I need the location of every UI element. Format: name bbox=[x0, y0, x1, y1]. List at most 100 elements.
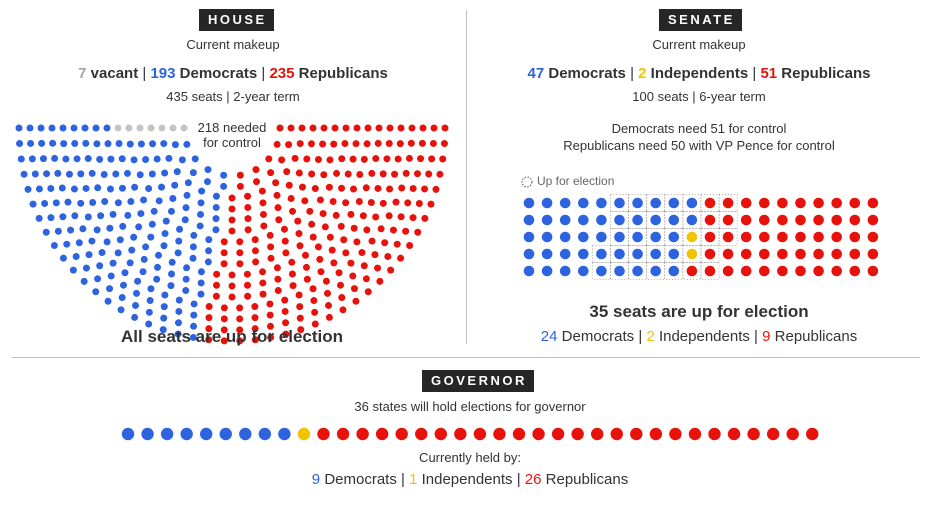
house-seat-republicans bbox=[374, 139, 382, 147]
house-seat-democrats bbox=[82, 264, 90, 272]
governor-state-republicans bbox=[747, 427, 760, 441]
house-seat-democrats bbox=[178, 156, 186, 164]
house-seat-republicans bbox=[283, 168, 291, 176]
house-seat-democrats bbox=[107, 272, 115, 280]
house-seat-democrats bbox=[35, 185, 43, 193]
up-for-election-marker bbox=[628, 228, 648, 246]
house-seat-democrats bbox=[160, 140, 168, 148]
house-seat-democrats bbox=[160, 303, 168, 311]
house-seat-republicans bbox=[307, 140, 315, 148]
senate-seat-republicans bbox=[777, 265, 788, 277]
senate-seat-democrats bbox=[541, 248, 553, 260]
house-seat-republicans bbox=[397, 124, 405, 132]
separator: | bbox=[752, 65, 757, 82]
governor-dem-label: Democrats bbox=[324, 471, 397, 488]
senate-seat-democrats bbox=[523, 231, 535, 243]
house-seat-democrats bbox=[73, 155, 81, 163]
house-seat-democrats bbox=[59, 254, 67, 262]
house-seat-democrats bbox=[39, 155, 47, 163]
house-dem-count: 193 bbox=[150, 65, 176, 82]
governor-state-democrats bbox=[278, 427, 291, 441]
up-for-election-marker bbox=[646, 262, 666, 280]
house-seat-republicans bbox=[259, 268, 267, 276]
house-seat-democrats bbox=[161, 169, 169, 177]
house-seat-republicans bbox=[409, 184, 417, 192]
senate-seat-republicans bbox=[686, 265, 698, 277]
house-seat-republicans bbox=[236, 238, 244, 246]
governor-state-independents bbox=[297, 427, 311, 441]
senate-up-rep-count: 9 bbox=[762, 328, 771, 345]
house-seat-republicans bbox=[244, 226, 252, 234]
house-seat-republicans bbox=[311, 308, 319, 316]
senate-seat-democrats bbox=[614, 197, 625, 209]
house-makeup-summary: 7 vacant | 193 Democrats | 235 Republica… bbox=[78, 65, 388, 82]
senate-seat-democrats bbox=[523, 214, 535, 226]
senate-seat-independents bbox=[686, 248, 698, 260]
senate-seat-republicans bbox=[867, 197, 879, 209]
house-seat-republicans bbox=[341, 140, 349, 148]
separator: | bbox=[142, 65, 147, 82]
house-seat-republicans bbox=[243, 281, 251, 289]
house-seat-democrats bbox=[47, 214, 55, 222]
senate-seat-republicans bbox=[759, 265, 770, 277]
house-seat-republicans bbox=[236, 326, 244, 334]
senate-seat-republicans bbox=[795, 197, 806, 209]
house-seat-republicans bbox=[281, 307, 289, 315]
senate-seat-republicans bbox=[722, 231, 734, 243]
house-seat-republicans bbox=[389, 226, 397, 234]
house-seat-democrats bbox=[149, 140, 157, 148]
senate-seat-republicans bbox=[795, 248, 806, 260]
senate-seat-democrats bbox=[650, 265, 661, 277]
governor-state-republicans bbox=[375, 427, 389, 441]
house-seat-republicans bbox=[352, 140, 360, 148]
house-seat-democrats bbox=[48, 124, 56, 132]
up-for-election-marker bbox=[700, 194, 720, 212]
house-seat-democrats bbox=[77, 199, 85, 207]
house-seat-democrats bbox=[190, 231, 198, 239]
senate-seat-republicans bbox=[740, 214, 752, 226]
house-seat-republicans bbox=[364, 288, 372, 296]
house-seat-republicans bbox=[260, 222, 268, 230]
house-seat-republicans bbox=[273, 264, 281, 272]
house-seat-republicans bbox=[301, 197, 309, 205]
senate-seat-republicans bbox=[740, 231, 752, 243]
house-seat-republicans bbox=[259, 210, 267, 218]
house-seat-democrats bbox=[175, 296, 183, 304]
up-for-election-legend-icon bbox=[521, 176, 533, 188]
house-seat-democrats bbox=[15, 124, 23, 132]
governor-rep-label: Republicans bbox=[545, 471, 629, 488]
up-for-election-marker bbox=[610, 262, 629, 280]
house-seat-republicans bbox=[236, 304, 244, 312]
house-seat-republicans bbox=[360, 262, 368, 270]
house-seat-democrats bbox=[42, 228, 50, 236]
house-seat-republicans bbox=[280, 225, 288, 233]
house-seat-republicans bbox=[333, 169, 341, 177]
house-seat-democrats bbox=[150, 207, 158, 215]
senate-control-rep: Republicans need 50 with VP Pence for co… bbox=[563, 138, 835, 153]
house-seat-democrats bbox=[72, 253, 80, 261]
senate-seat-democrats bbox=[686, 197, 698, 209]
house-seat-vacant bbox=[147, 124, 155, 132]
governor-state-republicans bbox=[317, 427, 330, 441]
house-tag: HOUSE bbox=[199, 9, 274, 31]
governor-state-republicans bbox=[493, 427, 506, 441]
senate-seat-republicans bbox=[759, 231, 770, 243]
up-for-election-marker bbox=[646, 245, 666, 263]
house-seat-republicans bbox=[392, 198, 400, 206]
house-seat-vacant bbox=[114, 124, 122, 132]
house-seat-democrats bbox=[220, 182, 228, 190]
senate-seat-republicans bbox=[722, 214, 734, 226]
senate-seat-democrats bbox=[523, 265, 535, 277]
house-seat-democrats bbox=[189, 333, 197, 341]
senate-seat-democrats bbox=[541, 265, 553, 277]
house-seat-republicans bbox=[282, 319, 290, 327]
governor-state-republicans bbox=[434, 427, 447, 441]
governor-state-republicans bbox=[727, 427, 741, 441]
house-vacant-count: 7 bbox=[78, 65, 87, 82]
house-seat-republicans bbox=[441, 124, 449, 132]
governor-breakdown: 9 Democrats | 1 Independents | 26 Republ… bbox=[312, 471, 628, 488]
house-seat-democrats bbox=[89, 198, 97, 206]
senate-up-breakdown: 24 Democrats | 2 Independents | 9 Republ… bbox=[541, 328, 857, 345]
house-seat-democrats bbox=[147, 285, 155, 293]
